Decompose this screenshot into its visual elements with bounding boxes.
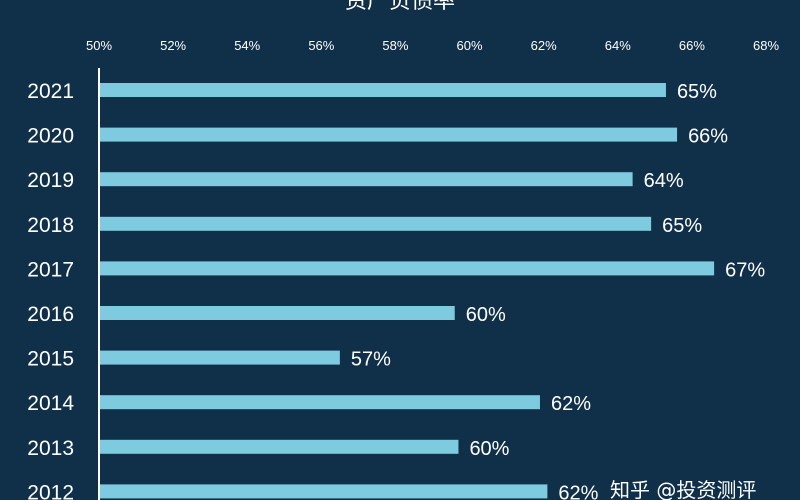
chart-title: 资产负债率 — [345, 0, 455, 14]
bar — [100, 306, 455, 320]
bar-data-label: 66% — [688, 126, 728, 148]
bar-data-label: 62% — [558, 482, 598, 500]
y-category-label: 2014 — [27, 392, 74, 415]
bar-data-label: 64% — [644, 170, 684, 192]
y-category-label: 2019 — [27, 169, 74, 192]
bar — [100, 83, 666, 97]
x-tick-label: 64% — [605, 38, 631, 53]
bar — [100, 127, 678, 142]
y-category-label: 2017 — [27, 258, 74, 281]
y-category-label: 2020 — [27, 125, 74, 148]
y-category-label: 2015 — [27, 348, 74, 371]
bar-data-label: 67% — [725, 259, 765, 281]
bar — [100, 261, 715, 276]
y-category-label: 2013 — [27, 437, 74, 460]
x-tick-label: 50% — [86, 38, 112, 53]
watermark: 知乎 @投资测评 — [610, 478, 756, 500]
y-category-label: 2018 — [27, 214, 74, 237]
bar — [100, 395, 540, 410]
bar — [100, 484, 548, 499]
x-axis-ticks: 50% 52% 54% 56% 58% 60% 62% 64% 66% 68% — [86, 38, 779, 53]
bar-data-label: 65% — [662, 215, 702, 237]
x-tick-label: 62% — [531, 38, 557, 53]
bar — [100, 350, 340, 365]
x-tick-label: 58% — [382, 38, 408, 53]
x-tick-label: 68% — [753, 38, 779, 53]
x-tick-label: 66% — [679, 38, 705, 53]
y-category-label: 2016 — [27, 303, 74, 326]
x-tick-label: 60% — [457, 38, 483, 53]
bar-data-label: 60% — [466, 304, 506, 326]
x-tick-label: 54% — [234, 38, 260, 53]
bar-data-label: 62% — [551, 393, 591, 415]
y-category-label: 2021 — [27, 80, 74, 103]
bar-data-label: 57% — [351, 349, 391, 371]
x-tick-label: 52% — [160, 38, 186, 53]
bar-data-label: 60% — [469, 438, 509, 460]
bar — [100, 216, 652, 231]
x-tick-label: 56% — [308, 38, 334, 53]
y-category-label: 2012 — [27, 481, 74, 500]
bars-group: 2021 65% 2020 66% 2019 64% 2018 65% 2017 67% 2016 6… — [27, 80, 765, 500]
bar-data-label: 65% — [677, 81, 717, 103]
bar — [100, 439, 459, 454]
bar — [100, 172, 633, 187]
